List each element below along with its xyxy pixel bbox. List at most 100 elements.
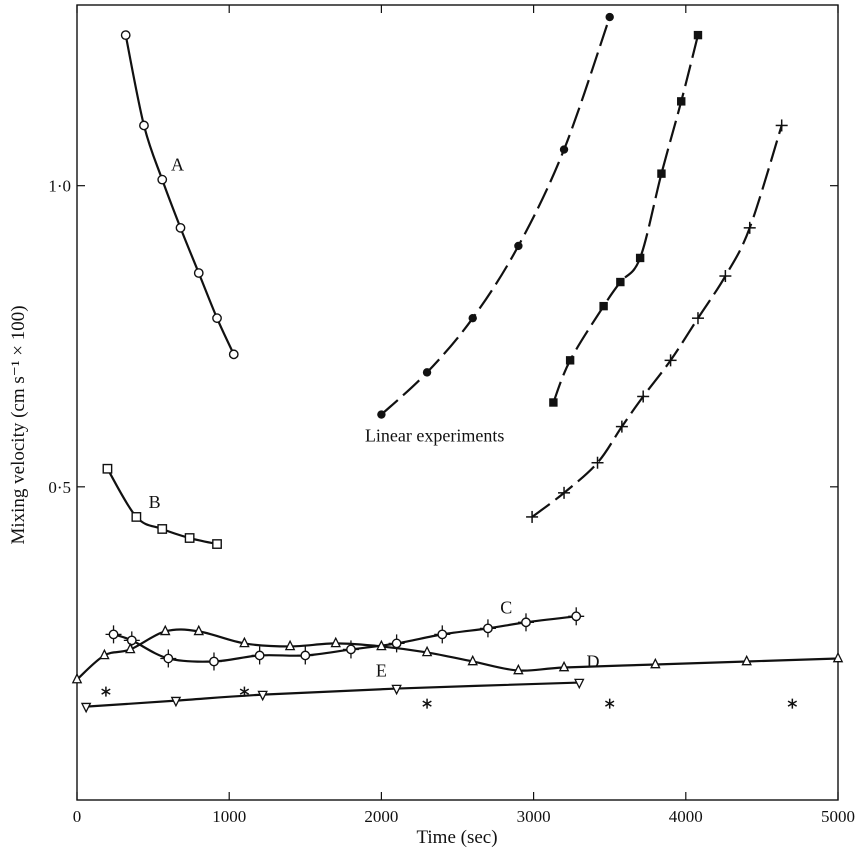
data-point-asterisk — [787, 698, 798, 709]
asterisk-stroke-2 — [787, 700, 798, 707]
circle — [209, 656, 219, 667]
series-labels: A B C D E — [149, 155, 600, 681]
circle — [483, 623, 493, 634]
data-point-triangle-open — [99, 648, 110, 660]
data-point-plus — [591, 456, 604, 469]
data-point-plus — [526, 510, 539, 523]
data-point-plus — [775, 119, 788, 132]
data-point-plus — [637, 390, 650, 403]
data-point-circle-filled — [468, 313, 477, 323]
data-point-circle-filled — [422, 368, 432, 377]
data-point-triangle-down-open — [257, 690, 268, 702]
data-point-triangle-down-open — [170, 696, 182, 708]
circle — [571, 611, 582, 622]
data-point-square-filled — [549, 398, 558, 407]
data-point-plus — [743, 221, 756, 234]
data-point-plus — [615, 420, 628, 433]
data-point-circle-open — [212, 313, 222, 324]
asterisk-stroke-2 — [605, 700, 615, 707]
series-line-A — [124, 34, 235, 355]
series-label-D: D — [586, 652, 599, 672]
y-axis-title: Mixing velocity (cm s⁻¹ × 100) — [8, 305, 29, 544]
series-markers — [71, 12, 844, 714]
data-point-circle-open-cross — [205, 652, 222, 671]
data-point-circle-filled — [514, 241, 523, 251]
data-point-plus — [691, 312, 704, 325]
series-line-D — [76, 628, 839, 681]
data-point-triangle-open — [650, 657, 661, 669]
data-point-circle-open — [193, 268, 204, 278]
asterisk-stroke-2 — [422, 700, 432, 707]
data-point-square-open — [212, 539, 222, 549]
data-point-circle-open-cross — [251, 646, 268, 665]
series-label-E: E — [376, 661, 387, 681]
data-point-circle-open — [120, 30, 131, 41]
series-label-C: C — [500, 597, 512, 617]
data-point-triangle-down-open — [574, 678, 585, 690]
series-line-C — [113, 615, 577, 663]
data-point-square-filled — [677, 97, 686, 106]
data-point-square-filled — [657, 169, 666, 178]
circle — [108, 629, 119, 640]
data-point-triangle-open — [71, 672, 83, 684]
data-point-triangle-open — [239, 636, 250, 648]
data-point-asterisk — [605, 698, 615, 709]
data-point-square-open — [102, 463, 113, 474]
circle — [437, 629, 448, 640]
annotation-linear-experiments: Linear experiments — [365, 426, 504, 446]
series-lines — [76, 16, 839, 708]
data-point-triangle-open — [125, 642, 136, 654]
data-point-circle-filled — [377, 410, 386, 419]
data-point-circle-open-cross — [479, 619, 496, 638]
asterisk-stroke-2 — [239, 688, 250, 695]
data-point-asterisk — [101, 686, 111, 697]
x-tick-label: 2000 — [364, 807, 398, 826]
y-axis: 0·5 1·0 — [48, 177, 838, 497]
x-tick-label: 1000 — [212, 807, 246, 826]
data-point-circle-open-cross — [123, 631, 140, 650]
series-label-B: B — [149, 492, 161, 512]
data-point-triangle-open — [513, 663, 524, 675]
data-point-triangle-down-open — [391, 684, 402, 696]
data-point-triangle-open — [832, 651, 844, 663]
data-point-circle-open-cross — [160, 649, 177, 668]
data-point-triangle-open — [160, 624, 171, 636]
data-point-asterisk — [239, 686, 250, 697]
circle — [126, 635, 137, 646]
data-point-triangle-open — [193, 624, 205, 636]
data-point-circle-filled — [559, 145, 569, 154]
data-point-square-filled — [635, 253, 645, 263]
data-point-plus — [664, 354, 677, 367]
data-point-plus — [558, 486, 571, 499]
data-point-square-filled — [693, 30, 703, 40]
plot-border — [76, 4, 839, 801]
circle — [346, 644, 356, 655]
data-point-circle-open — [157, 174, 168, 185]
series-line-unnamed-6 — [380, 16, 611, 416]
data-point-square-open — [131, 512, 142, 522]
series-label-A: A — [171, 155, 184, 175]
y-tick-label: 1·0 — [48, 177, 71, 196]
data-point-square-filled — [616, 277, 625, 287]
data-point-square-filled — [599, 301, 608, 311]
data-point-asterisk — [422, 698, 432, 709]
circle — [300, 650, 311, 661]
x-axis: 0 1000 2000 3000 4000 5000 — [73, 5, 855, 826]
x-tick-label: 3000 — [517, 807, 551, 826]
data-point-triangle-open — [421, 645, 433, 657]
circle — [163, 653, 174, 664]
x-tick-label: 4000 — [669, 807, 703, 826]
data-point-circle-open-cross — [105, 625, 122, 644]
x-tick-label: 5000 — [821, 807, 855, 826]
data-point-circle-open-cross — [342, 640, 359, 659]
circle — [254, 650, 265, 661]
data-point-triangle-open — [376, 639, 387, 651]
data-point-circle-open — [175, 222, 186, 233]
data-point-triangle-open — [741, 654, 752, 666]
data-point-circle-open-cross — [568, 607, 585, 626]
data-point-circle-open-cross — [388, 634, 405, 653]
series-line-unnamed-7 — [552, 34, 700, 403]
y-tick-label: 0·5 — [48, 478, 71, 497]
data-point-circle-filled — [605, 12, 614, 22]
data-point-triangle-open — [330, 636, 341, 648]
